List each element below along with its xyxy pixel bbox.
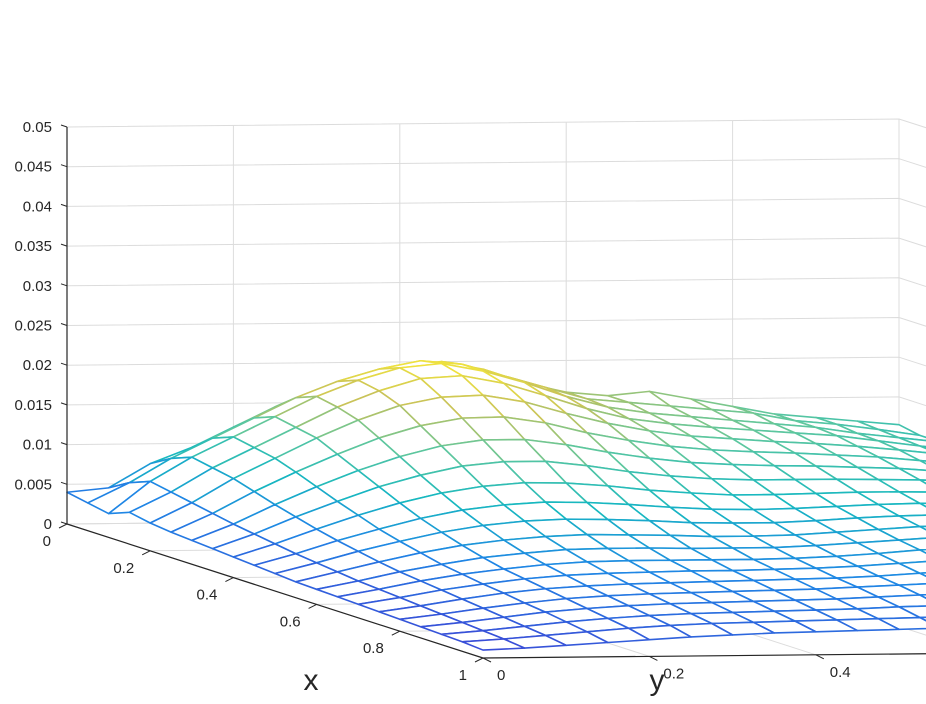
- z-tick: [60, 243, 68, 247]
- x-axis-label: x: [304, 664, 319, 697]
- z-tick: [60, 283, 68, 287]
- z-gridline: [66, 118, 926, 129]
- y-tick-label: 0: [497, 667, 505, 684]
- z-tick-label: 0.015: [14, 397, 52, 414]
- x-tick: [225, 577, 234, 583]
- z-tick: [60, 124, 68, 128]
- y-tick-label: 0.4: [830, 664, 851, 681]
- z-tick-label: 0.02: [23, 357, 52, 374]
- z-tick-label: 0.035: [14, 238, 52, 255]
- tick-labels: 0 0.005 0.01 0.015 0.02 0.025 0.03 0.035 0.04 0.0…: [14, 119, 851, 684]
- z-gridline: [66, 197, 926, 208]
- surface-cell: [461, 638, 526, 651]
- surface-mesh: [66, 359, 926, 651]
- x-tick-label: 0.2: [113, 560, 134, 577]
- z-tick-label: 0.045: [14, 159, 52, 176]
- z-gridline: [66, 158, 926, 168]
- z-tick-label: 0.05: [23, 119, 52, 136]
- z-tick: [60, 521, 68, 525]
- x-tick: [58, 523, 68, 529]
- z-tick-label: 0.025: [14, 318, 52, 335]
- y-tick: [482, 657, 492, 663]
- y-axis-line: [482, 653, 926, 659]
- z-tick: [60, 481, 68, 485]
- z-tick: [60, 362, 68, 366]
- z-tick: [60, 323, 68, 326]
- x-tick-label: 0.6: [280, 613, 301, 630]
- z-tick: [60, 402, 68, 406]
- x-tick: [474, 657, 484, 663]
- z-tick: [60, 164, 68, 168]
- x-tick: [308, 603, 317, 609]
- x-axis-line: [66, 523, 484, 659]
- z-tick-label: 0.04: [23, 198, 52, 215]
- z-tick-label: 0.03: [23, 278, 52, 295]
- x-tick-label: 0: [43, 533, 51, 550]
- z-tick: [60, 203, 68, 207]
- x-tick-label: 0.8: [363, 640, 384, 657]
- y-axis-label: y: [650, 664, 665, 697]
- y-tick-label: 0.2: [663, 665, 684, 682]
- x-tick-label: 0.4: [197, 587, 218, 604]
- x-tick: [391, 630, 401, 636]
- y-tick: [649, 655, 658, 661]
- x-tick: [141, 550, 151, 556]
- z-tick-label: 0: [44, 516, 52, 533]
- z-tick: [60, 442, 68, 446]
- axes-lines: [58, 124, 926, 663]
- z-gridline: [66, 237, 926, 248]
- z-tick-label: 0.01: [23, 437, 52, 454]
- x-tick-label: 1: [459, 667, 467, 684]
- z-tick-label: 0.005: [14, 476, 52, 493]
- y-tick: [815, 654, 825, 660]
